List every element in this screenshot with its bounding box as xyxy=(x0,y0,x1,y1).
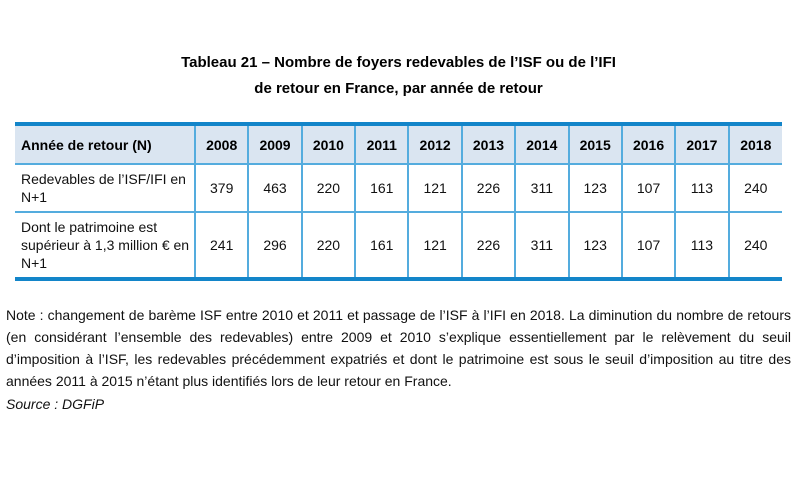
cell-r1-2008: 241 xyxy=(193,212,249,279)
cell-r0-2009: 463 xyxy=(247,164,302,213)
cell-r0-2012: 121 xyxy=(407,164,462,213)
cell-r1-2018: 240 xyxy=(727,212,782,279)
cell-r1-2016: 107 xyxy=(620,212,676,279)
cell-r0-2010: 220 xyxy=(300,164,356,213)
cell-r0-2016: 107 xyxy=(620,164,676,213)
row-label-patrimoine: Dont le patrimoine est supérieur à 1,3 m… xyxy=(21,219,190,271)
page-title: Tableau 21 – Nombre de foyers redevables… xyxy=(20,50,777,102)
header-cell-2017: 2017 xyxy=(674,124,729,165)
table-row: Dont le patrimoine est supérieur à 1,3 m… xyxy=(15,212,782,279)
cell-r1-2012: 121 xyxy=(407,212,462,279)
cell-r1-2013: 226 xyxy=(460,212,516,279)
cell-r0-2017: 113 xyxy=(674,164,729,213)
header-cell-2014: 2014 xyxy=(514,124,569,165)
returns-table: Année de retour (N) 2008 2009 2010 2011 … xyxy=(15,122,782,281)
cell-r0-2014: 311 xyxy=(514,164,569,213)
header-cell-2010: 2010 xyxy=(300,124,356,165)
cell-r1-2009: 296 xyxy=(247,212,302,279)
header-cell-2013: 2013 xyxy=(460,124,516,165)
cell-r1-2011: 161 xyxy=(354,212,409,279)
header-cell-2009: 2009 xyxy=(247,124,302,165)
cell-r0-2015: 123 xyxy=(567,164,622,213)
cell-r1-2017: 113 xyxy=(674,212,729,279)
source-text: Source : DGFiP xyxy=(6,396,105,412)
page-title-line1: Tableau 21 – Nombre de foyers redevables… xyxy=(181,54,616,71)
page-title-line2: de retour en France, par année de retour xyxy=(254,80,543,97)
header-cell-2012: 2012 xyxy=(407,124,462,165)
header-cell-2011: 2011 xyxy=(354,124,409,165)
header-cell-2018: 2018 xyxy=(727,124,782,165)
table-row: Redevables de l’ISF/IFI en N+1 379 463 2… xyxy=(15,164,782,213)
cell-r1-2014: 311 xyxy=(514,212,569,279)
cell-r0-2013: 226 xyxy=(460,164,516,213)
cell-r1-2010: 220 xyxy=(300,212,356,279)
cell-r1-2015: 123 xyxy=(567,212,622,279)
header-cell-2015: 2015 xyxy=(567,124,622,165)
header-cell-2016: 2016 xyxy=(620,124,676,165)
cell-r0-2018: 240 xyxy=(727,164,782,213)
table-header-row: Année de retour (N) 2008 2009 2010 2011 … xyxy=(15,124,782,165)
header-cell-2008: 2008 xyxy=(193,124,249,165)
row-label-redevables: Redevables de l’ISF/IFI en N+1 xyxy=(15,164,195,213)
cell-r0-2011: 161 xyxy=(354,164,409,213)
note-text: Note : changement de barème ISF entre 20… xyxy=(6,307,791,389)
cell-r0-2008: 379 xyxy=(193,164,249,213)
header-cell-year-label: Année de retour (N) xyxy=(15,124,195,165)
